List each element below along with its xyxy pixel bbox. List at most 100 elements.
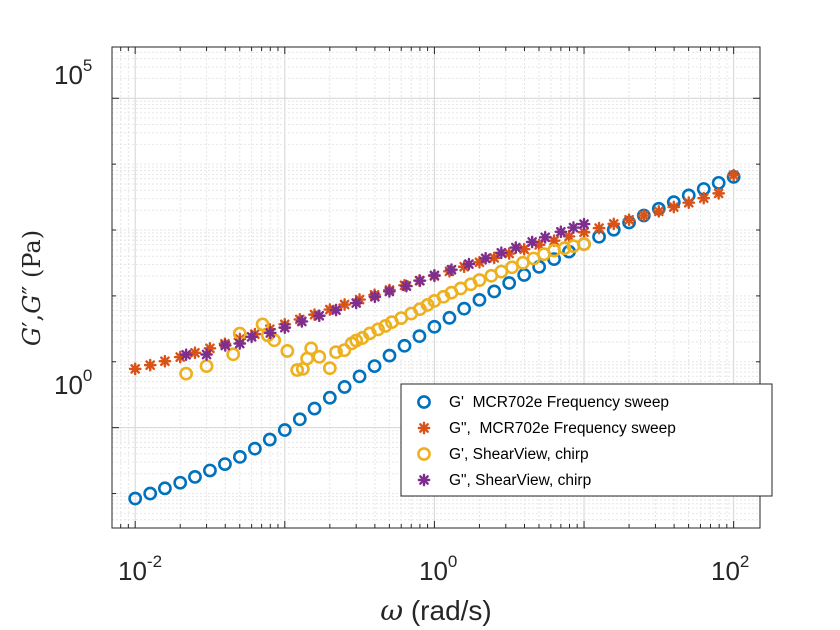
data-point (290, 363, 305, 377)
data-point (173, 475, 188, 490)
data-point (188, 469, 202, 484)
data-point (247, 441, 262, 456)
asterisk-stroke (564, 231, 574, 242)
data-point (494, 246, 508, 260)
plot-frame (111, 46, 761, 529)
asterisk-stroke (534, 240, 545, 250)
asterisk-stroke (638, 210, 649, 221)
asterisk-stroke (480, 253, 491, 264)
asterisk-stroke (489, 252, 500, 263)
data-point (218, 457, 232, 471)
asterisk-stroke (181, 349, 191, 360)
data-point (462, 257, 476, 271)
data-point (218, 339, 232, 352)
data-point (682, 196, 696, 210)
asterisk-stroke (668, 202, 679, 212)
data-point (200, 348, 213, 361)
asterisk-stroke (540, 232, 551, 243)
asterisk-stroke (446, 264, 457, 275)
asterisk-stroke (401, 281, 412, 291)
data-point (179, 366, 194, 381)
data-point (517, 242, 531, 256)
data-point (349, 296, 363, 310)
data-point (509, 241, 523, 254)
asterisk-stroke (130, 364, 141, 374)
legend-marker-g-double-prime-shearview (417, 473, 431, 487)
asterisk-stroke (384, 286, 395, 297)
asterisk-stroke (234, 338, 245, 349)
asterisk-stroke (683, 197, 694, 208)
legend-entry: G", MCR702e Frequency sweep (449, 420, 676, 437)
data-point (371, 322, 385, 337)
asterisk-stroke (331, 305, 341, 315)
data-point (255, 317, 270, 332)
asterisk-stroke (419, 423, 429, 433)
data-point (128, 491, 143, 506)
x-axis-label: ω (rad/s) (380, 594, 492, 627)
data-point (413, 274, 427, 288)
data-point (267, 333, 282, 348)
data-point (567, 221, 580, 234)
data-point (607, 217, 621, 231)
legend-entry: G' MCR702e Frequency sweep (449, 394, 669, 411)
asterisk-stroke (296, 316, 307, 327)
data-point (727, 168, 741, 182)
data-point (280, 344, 295, 358)
data-point (337, 343, 352, 358)
data-point (233, 337, 247, 350)
data-point (338, 298, 351, 311)
data-point (427, 319, 442, 334)
data-point (697, 191, 711, 205)
data-point (158, 354, 172, 368)
data-point (562, 230, 576, 243)
legend-entry: G", ShearView, chirp (449, 472, 591, 489)
asterisk-stroke (579, 219, 589, 229)
asterisk-stroke (474, 257, 485, 268)
y-axis-label: G′,G″ (Pa) (18, 230, 46, 346)
data-marks (128, 168, 741, 506)
x-tick-label: 10-2 (118, 552, 162, 586)
asterisk-stroke (653, 206, 664, 217)
data-point (637, 209, 651, 222)
data-point (337, 380, 352, 394)
asterisk-stroke (624, 214, 634, 225)
legend-marker-g-double-prime-mcr702e (417, 421, 431, 435)
y-tick-label: 105 (54, 56, 92, 90)
data-point (188, 346, 202, 360)
x-tick-label: 102 (711, 552, 749, 586)
asterisk-stroke (429, 270, 440, 281)
legend-box (400, 383, 773, 497)
data-point (420, 298, 435, 312)
asterisk-stroke (190, 347, 200, 358)
data-point (292, 412, 307, 427)
legend: G' MCR702e Frequency sweep G", MCR702e F… (400, 383, 773, 497)
asterisk-stroke (579, 227, 589, 238)
data-point (652, 204, 666, 218)
data-point (179, 348, 193, 362)
asterisk-stroke (415, 275, 425, 286)
data-point (442, 310, 457, 325)
data-point (352, 369, 367, 384)
legend-entry: G', ShearView, chirp (449, 446, 589, 463)
data-point (157, 481, 172, 496)
asterisk-stroke (568, 222, 579, 233)
asterisk-stroke (369, 291, 380, 302)
data-point (479, 251, 493, 265)
data-point (304, 341, 319, 356)
data-point (577, 237, 591, 252)
asterisk-stroke (698, 193, 709, 203)
asterisk-stroke (220, 340, 231, 351)
asterisk-stroke (419, 475, 429, 485)
data-point (245, 330, 259, 344)
legend-marker-g-prime-mcr702e (417, 395, 431, 409)
data-point (712, 186, 726, 200)
data-point (487, 284, 502, 299)
data-point (307, 401, 322, 416)
data-point (203, 463, 217, 478)
data-point (278, 321, 292, 335)
legend-markers (417, 395, 431, 487)
asterisk-stroke (496, 247, 507, 258)
data-point (445, 263, 458, 277)
asterisk-stroke (608, 218, 619, 229)
